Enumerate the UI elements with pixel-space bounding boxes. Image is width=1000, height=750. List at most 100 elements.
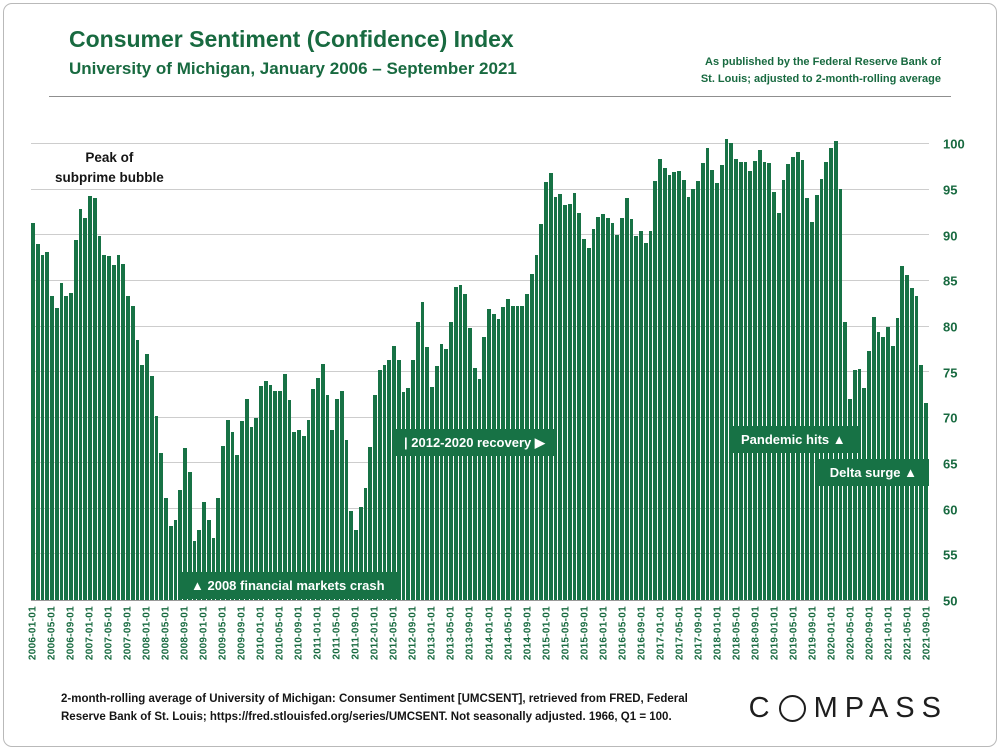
x-tick-label: 2016-09-01	[636, 606, 648, 661]
x-tick-label: 2021-05-01	[902, 606, 914, 661]
bar	[829, 147, 833, 600]
footer-note: 2-month-rolling average of University of…	[61, 691, 766, 727]
bar	[805, 198, 809, 600]
bar	[116, 254, 121, 600]
x-tick-label: 2013-01-01	[426, 606, 438, 661]
bar	[534, 254, 539, 600]
bar	[491, 313, 496, 600]
x-tick-label: 2008-09-01	[179, 606, 191, 661]
bar	[833, 140, 838, 600]
x-tick-label: 2009-01-01	[198, 606, 210, 661]
annotation-peak-subprime: Peak of subprime bubble	[55, 148, 164, 189]
bar	[729, 143, 733, 600]
bar	[83, 218, 87, 600]
annotation-delta-surge: Delta surge ▲	[817, 459, 929, 486]
bar	[254, 417, 258, 600]
bar	[767, 163, 771, 600]
x-tick-label: 2017-01-01	[655, 606, 667, 661]
bar	[64, 295, 68, 600]
bar	[548, 173, 553, 600]
bar	[862, 387, 866, 600]
bar	[344, 439, 349, 600]
bar	[686, 197, 691, 600]
bar	[472, 368, 477, 600]
bar	[468, 328, 472, 600]
y-tick-label: 95	[943, 182, 958, 198]
bar	[311, 389, 315, 600]
x-tick-label: 2015-09-01	[579, 606, 591, 661]
x-tick-label: 2018-09-01	[750, 606, 762, 661]
bar	[425, 346, 429, 600]
x-tick-label: 2020-05-01	[845, 606, 857, 661]
bar	[92, 198, 97, 600]
bar	[629, 218, 634, 600]
bar	[553, 197, 558, 600]
bar	[401, 392, 406, 600]
bar	[696, 180, 700, 600]
bar	[35, 244, 40, 600]
bar	[50, 296, 54, 600]
bar	[335, 398, 339, 600]
bar	[244, 398, 249, 600]
bar	[658, 158, 662, 600]
bar	[449, 321, 453, 600]
bar	[216, 497, 220, 600]
bar	[301, 435, 306, 600]
bar	[567, 204, 572, 600]
bar	[539, 224, 543, 600]
bar	[819, 178, 824, 600]
bar	[791, 156, 795, 600]
gridline	[31, 371, 929, 373]
bar	[677, 170, 681, 600]
y-tick-label: 100	[943, 136, 965, 152]
bar	[164, 497, 168, 600]
bar	[748, 170, 752, 600]
bar	[653, 180, 657, 600]
source-note: As published by the Federal Reserve Bank…	[661, 54, 941, 87]
bar	[415, 321, 420, 600]
x-tick-label: 2010-01-01	[255, 606, 267, 661]
bar	[168, 526, 173, 600]
bar	[45, 251, 49, 600]
page-subtitle: University of Michigan, January 2006 – S…	[69, 59, 517, 78]
bar	[477, 379, 482, 600]
bar	[135, 340, 140, 600]
annotation-2012-2020-recovery: | 2012-2020 recovery ▶	[392, 429, 557, 456]
x-tick-label: 2017-09-01	[693, 606, 705, 661]
bar	[173, 519, 178, 600]
y-tick-label: 90	[943, 228, 958, 244]
bar	[40, 255, 45, 600]
bar	[601, 214, 605, 600]
bar	[800, 159, 805, 600]
compass-logo: C MPASS	[749, 692, 948, 725]
y-tick-label: 70	[943, 410, 958, 426]
bar	[591, 228, 596, 600]
x-tick-label: 2018-01-01	[712, 606, 724, 661]
bar	[363, 487, 368, 600]
bar	[914, 295, 919, 600]
bar	[757, 149, 762, 600]
bar	[354, 529, 358, 600]
page-title: Consumer Sentiment (Confidence) Index	[69, 26, 514, 52]
y-tick-label: 50	[943, 593, 958, 609]
bar	[339, 391, 344, 600]
bar	[249, 426, 254, 600]
bar	[734, 158, 738, 600]
x-tick-label: 2006-09-01	[65, 606, 77, 661]
bar	[648, 230, 653, 600]
header-divider	[49, 96, 951, 97]
bar	[88, 196, 92, 600]
bar	[838, 188, 843, 600]
bar	[909, 288, 914, 600]
bar	[624, 198, 629, 600]
bar	[154, 415, 159, 600]
y-tick-label: 55	[943, 547, 958, 563]
bar	[662, 167, 667, 600]
bar	[358, 507, 363, 600]
x-tick-label: 2020-09-01	[864, 606, 876, 661]
x-tick-label: 2015-01-01	[541, 606, 553, 661]
gridline	[31, 188, 929, 190]
bar	[582, 239, 586, 600]
source-note-line2: St. Louis; adjusted to 2-month-rolling a…	[700, 72, 941, 85]
bar	[605, 218, 610, 600]
